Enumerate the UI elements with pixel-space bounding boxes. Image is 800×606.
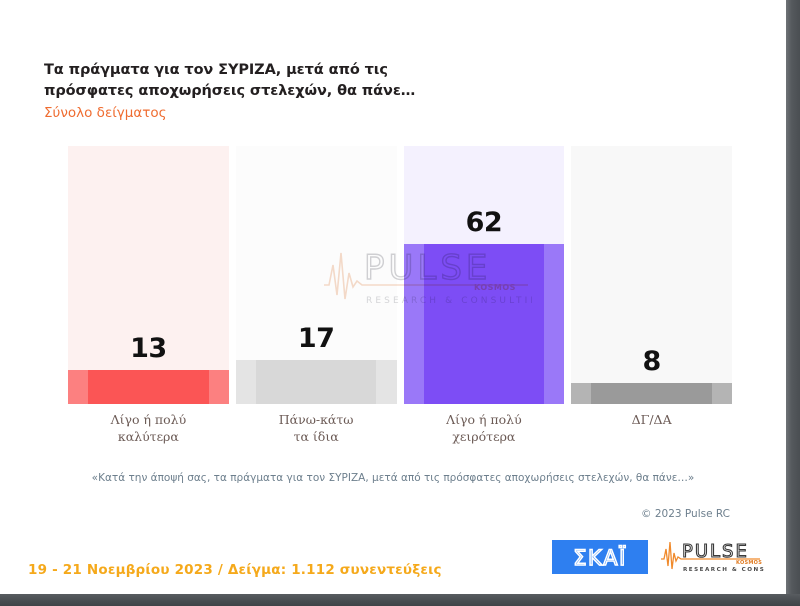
- pulse-logo: PULSE KOSMOS RESEARCH & CONSULTING: [660, 539, 786, 575]
- bar-column-1: 17: [235, 146, 397, 404]
- copyright-note: © 2023 Pulse RC: [641, 508, 730, 520]
- page-title: Τα πράγματα για τον ΣΥΡΙΖΑ, μετά από τις…: [44, 62, 416, 100]
- bar-fill-2: [423, 244, 545, 404]
- bar-edge-right-0: [208, 370, 229, 404]
- category-labels: Λίγο ή πολύ καλύτερα Πάνω-κάτω τα ίδια Λ…: [68, 412, 732, 446]
- bar-column-0: 13: [68, 146, 229, 404]
- bar-fill-0: [88, 370, 209, 404]
- window-right-edge: [786, 0, 800, 606]
- bar-track-3: [571, 146, 732, 404]
- bar-edge-left-2: [403, 244, 424, 404]
- bar-edge-right-1: [376, 360, 397, 404]
- chart-header: Τα πράγματα για τον ΣΥΡΙΖΑ, μετά από τις…: [44, 60, 474, 123]
- bar-edge-right-3: [711, 383, 732, 404]
- slide-canvas: Τα πράγματα για τον ΣΥΡΙΖΑ, μετά από τις…: [28, 60, 786, 578]
- bar-edge-right-2: [544, 244, 565, 404]
- category-label-2: Λίγο ή πολύ χειρότερα: [446, 412, 522, 444]
- bar-value-0: 13: [130, 333, 167, 364]
- category-label-1: Πάνω-κάτω τα ίδια: [278, 412, 354, 444]
- bar-chart: 13 17 62: [68, 146, 732, 404]
- bar-0: [68, 370, 229, 404]
- bar-column-2: 62: [403, 146, 565, 404]
- category-label-0: Λίγο ή πολύ καλύτερα: [110, 412, 187, 444]
- bar-value-2: 62: [465, 207, 503, 238]
- bar-3: [571, 383, 732, 404]
- svg-text:KOSMOS: KOSMOS: [736, 560, 762, 566]
- category-label-3: ΔΓ/ΔΑ: [631, 412, 672, 427]
- bar-2: [403, 244, 565, 404]
- bar-fill-1: [255, 360, 377, 404]
- window-bottom-edge: [0, 594, 800, 606]
- bar-edge-left-3: [571, 383, 592, 404]
- bar-edge-left-1: [235, 360, 256, 404]
- bar-fill-3: [591, 383, 712, 404]
- svg-text:RESEARCH & CONSULTING: RESEARCH & CONSULTING: [683, 567, 764, 573]
- bar-1: [235, 360, 397, 404]
- bar-column-3: 8: [571, 146, 732, 404]
- question-footnote: «Κατά την άποψή σας, τα πράγματα για τον…: [91, 472, 695, 484]
- bar-edge-left-0: [68, 370, 89, 404]
- bar-track-0: [68, 146, 229, 404]
- svg-text:PULSE: PULSE: [682, 541, 749, 562]
- svg-text:ΣΚΑΪ: ΣΚΑΪ: [573, 545, 627, 570]
- skai-logo: ΣΚΑΪ: [552, 540, 648, 574]
- logo-group: ΣΚΑΪ PULSE KOSMOS RESEARCH & CONSULTING: [552, 539, 786, 575]
- page-subtitle: Σύνολο δείγματος: [44, 105, 167, 122]
- bar-value-1: 17: [297, 323, 335, 354]
- fieldwork-date-sample: 19 - 21 Νοεμβρίου 2023 / Δείγμα: 1.112 σ…: [28, 562, 442, 578]
- bar-value-3: 8: [642, 346, 661, 377]
